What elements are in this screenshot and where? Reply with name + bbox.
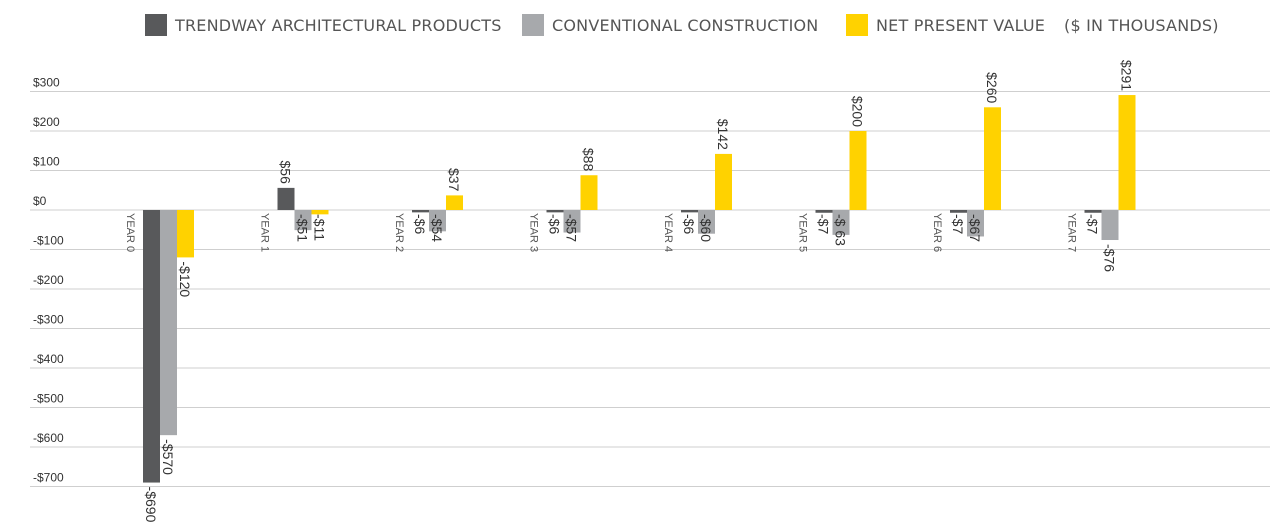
legend-label: TRENDWAY ARCHITECTURAL PRODUCTS (174, 16, 502, 35)
y-tick-label: -$200 (33, 273, 64, 287)
bar (698, 210, 715, 234)
data-label: -$7 (1085, 214, 1101, 234)
x-category-label: YEAR 5 (797, 213, 809, 252)
x-category-label: YEAR 7 (1066, 213, 1078, 252)
y-tick-label: -$300 (33, 313, 64, 327)
x-category-label: YEAR 6 (931, 213, 943, 252)
data-label: -$7 (816, 214, 832, 234)
data-label: $56 (278, 161, 294, 185)
data-label: -$120 (177, 261, 193, 297)
y-axis-ticks: $300 $200 $100 $0 -$100 -$200 -$300 -$400 -$500 -… (33, 76, 64, 485)
data-label: -$7 (950, 214, 966, 234)
data-label: $88 (581, 148, 597, 172)
data-label: $142 (715, 119, 731, 150)
x-category-label: YEAR 3 (528, 213, 540, 252)
legend-swatch (522, 14, 544, 36)
bar (967, 210, 984, 237)
bar (563, 210, 581, 233)
legend-label: CONVENTIONAL CONSTRUCTION (552, 16, 818, 35)
x-category-label: YEAR 2 (393, 213, 405, 252)
y-tick-label: -$600 (33, 431, 64, 445)
unit-note: ($ IN THOUSANDS) (1064, 16, 1219, 35)
data-label: -$6 (681, 214, 697, 234)
data-label: -$67 (967, 214, 983, 242)
bar (950, 210, 967, 213)
y-tick-label: -$500 (33, 392, 64, 406)
y-tick-label: -$700 (33, 471, 64, 485)
bar (294, 210, 312, 231)
legend: TRENDWAY ARCHITECTURAL PRODUCTS CONVENTIO… (145, 14, 1219, 36)
bar (143, 210, 160, 483)
bar (412, 210, 429, 213)
y-tick-label: $200 (33, 115, 60, 129)
gridlines (30, 91, 1270, 487)
x-category-label: YEAR 0 (124, 213, 136, 252)
data-label: -$570 (160, 439, 176, 475)
bar (715, 153, 732, 210)
bar (580, 175, 598, 210)
data-label: -$690 (143, 487, 159, 523)
bar (1118, 95, 1136, 210)
legend-label: NET PRESENT VALUE (876, 16, 1045, 35)
bar (1084, 210, 1102, 213)
bar (984, 107, 1001, 210)
legend-swatch (145, 14, 167, 36)
bar (311, 210, 329, 215)
data-label: -$60 (698, 214, 714, 242)
legend-item: TRENDWAY ARCHITECTURAL PRODUCTS (145, 14, 502, 36)
y-tick-label: -$400 (33, 352, 64, 366)
bar (429, 210, 446, 232)
x-category-label: YEAR 4 (662, 213, 674, 252)
data-label: -$11 (312, 214, 328, 241)
legend-item: NET PRESENT VALUE (846, 14, 1045, 36)
data-label: -$54 (429, 214, 445, 242)
data-label: -$57 (564, 214, 580, 242)
x-axis-categories: YEAR 0 YEAR 1 YEAR 2 YEAR 3 YEAR 4 YEAR 5 YEAR… (124, 213, 1078, 252)
data-label: $260 (984, 72, 1000, 103)
bar (681, 210, 698, 213)
data-label: -$76 (1102, 244, 1118, 272)
data-label: $291 (1119, 60, 1135, 91)
bar (815, 210, 833, 213)
bar (1101, 210, 1119, 241)
data-label: -$6 (412, 214, 428, 234)
bars (143, 95, 1136, 483)
data-label: $200 (850, 96, 866, 127)
bar (546, 210, 564, 213)
legend-item: CONVENTIONAL CONSTRUCTION (522, 14, 818, 36)
y-tick-label: -$100 (33, 234, 64, 248)
bar (832, 210, 850, 235)
y-tick-label: $300 (33, 76, 60, 90)
y-tick-label: $0 (33, 194, 47, 208)
data-label: -$ 63 (833, 214, 849, 246)
data-label: -$6 (547, 214, 563, 234)
bar (277, 187, 295, 210)
data-labels: -$690-$570-$120$56-$51 -$11 -$6 -$54$37-$6-… (143, 60, 1135, 523)
data-label: -$51 (295, 214, 311, 242)
legend-swatch (846, 14, 868, 36)
bar (160, 210, 177, 436)
bar (849, 131, 867, 210)
y-tick-label: $100 (33, 155, 60, 169)
data-label: $37 (446, 168, 462, 192)
bar (446, 195, 463, 210)
bar (177, 210, 194, 258)
x-category-label: YEAR 1 (259, 213, 271, 252)
